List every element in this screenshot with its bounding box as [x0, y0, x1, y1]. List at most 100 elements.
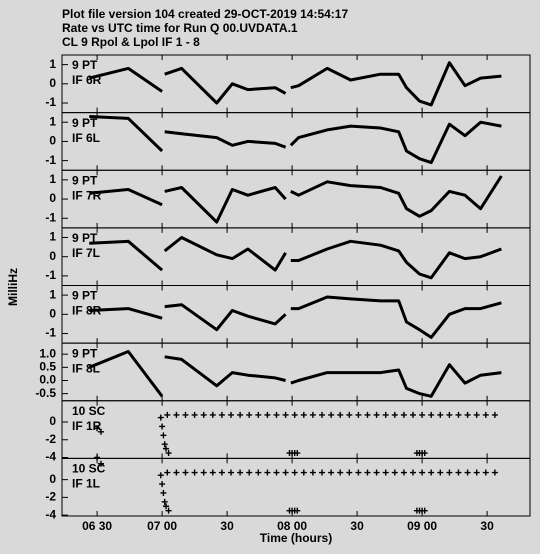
x-tick-label: 07 00 — [147, 519, 177, 533]
plus-marker — [282, 411, 289, 418]
plus-marker — [291, 411, 298, 418]
plus-marker — [209, 469, 216, 476]
header-line: CL 9 Rpol & Lpol IF 1 - 8 — [62, 35, 200, 49]
panel-label: IF 1R — [72, 419, 102, 433]
plus-marker — [482, 469, 489, 476]
plus-marker — [164, 469, 171, 476]
plus-marker — [391, 469, 398, 476]
plus-marker — [157, 414, 164, 421]
panel-label: IF 6L — [72, 131, 100, 145]
plus-marker — [410, 411, 416, 418]
plus-marker — [161, 441, 168, 448]
plus-marker — [291, 469, 298, 476]
x-tick-label: 30 — [220, 519, 234, 533]
y-tick-label: 0 — [49, 472, 56, 486]
plus-marker — [428, 469, 435, 476]
plus-marker — [464, 411, 471, 418]
plus-marker — [273, 469, 280, 476]
plus-marker — [355, 469, 362, 476]
y-tick-label: 1 — [49, 230, 56, 244]
plus-marker — [355, 411, 362, 418]
plus-marker — [163, 445, 169, 452]
plus-marker — [373, 469, 380, 476]
plus-marker — [273, 411, 280, 418]
panel-label: 9 PT — [72, 116, 98, 130]
header-line: Rate vs UTC time for Run Q 00.UVDATA.1 — [62, 21, 298, 35]
plus-marker — [328, 469, 335, 476]
y-tick-label: 0 — [49, 76, 56, 90]
plus-marker — [165, 507, 172, 514]
y-tick-label: -0.5 — [35, 386, 56, 400]
plus-marker — [421, 507, 428, 514]
x-tick-label: 08 00 — [277, 519, 307, 533]
plus-marker — [159, 481, 166, 488]
plus-marker — [294, 507, 301, 514]
panel-frame — [61, 457, 531, 517]
plus-marker — [300, 469, 307, 476]
plus-marker — [437, 469, 444, 476]
y-tick-label: 1.0 — [39, 346, 56, 360]
panel-label: 9 PT — [72, 231, 98, 245]
plus-marker — [161, 498, 168, 505]
y-tick-label: 0 — [49, 249, 56, 263]
panel-label: 9 PT — [72, 173, 98, 187]
x-tick-label: 09 00 — [407, 519, 437, 533]
x-tick-label: 30 — [480, 519, 494, 533]
plus-marker — [294, 450, 301, 457]
plus-marker — [200, 469, 207, 476]
panel-label: 9 PT — [72, 58, 98, 72]
y-tick-label: -2 — [45, 432, 56, 446]
plus-marker — [382, 411, 389, 418]
plus-marker — [237, 469, 244, 476]
y-tick-label: 0 — [49, 306, 56, 320]
plus-marker — [428, 411, 435, 418]
plus-marker — [159, 423, 166, 430]
plus-marker — [364, 469, 371, 476]
plus-marker — [382, 469, 389, 476]
plus-marker — [373, 411, 380, 418]
y-tick-label: -4 — [45, 507, 56, 521]
y-tick-label: -2 — [45, 490, 56, 504]
plus-marker — [446, 469, 453, 476]
plus-marker — [160, 432, 167, 439]
plus-marker — [246, 411, 253, 418]
plus-marker — [328, 411, 335, 418]
plus-marker — [319, 411, 325, 418]
plus-marker — [228, 411, 234, 418]
y-tick-label: -1 — [45, 95, 56, 109]
plus-marker — [400, 411, 407, 418]
y-tick-label: 1 — [49, 287, 56, 301]
plus-marker — [300, 411, 307, 418]
x-tick-label: 06 30 — [82, 519, 112, 533]
panel-label: 10 SC — [72, 404, 106, 418]
y-tick-label: -1 — [45, 326, 56, 340]
plus-marker — [182, 411, 189, 418]
plus-marker — [282, 469, 289, 476]
y-tick-label: 1 — [49, 57, 56, 71]
y-tick-label: 0.0 — [39, 373, 56, 387]
plus-marker — [209, 411, 216, 418]
plus-marker — [473, 469, 480, 476]
plus-marker — [309, 469, 316, 476]
y-tick-label: 0 — [49, 134, 56, 148]
y-tick-label: 0 — [49, 191, 56, 205]
panel-label: IF 7L — [72, 246, 100, 260]
plus-marker — [191, 411, 198, 418]
y-tick-label: 1 — [49, 172, 56, 186]
plus-marker — [191, 469, 198, 476]
plus-marker — [346, 411, 353, 418]
plus-marker — [421, 450, 428, 457]
plus-marker — [455, 411, 462, 418]
y-tick-label: 1 — [49, 114, 56, 128]
plus-marker — [218, 411, 225, 418]
y-tick-label: -1 — [45, 153, 56, 167]
plus-marker — [98, 460, 104, 467]
plus-marker — [482, 411, 489, 418]
plus-marker — [173, 469, 180, 476]
plus-marker — [473, 411, 480, 418]
y-tick-label: 0.5 — [39, 360, 56, 374]
plus-marker — [164, 411, 171, 418]
plus-marker — [309, 411, 316, 418]
data-line — [89, 115, 502, 165]
